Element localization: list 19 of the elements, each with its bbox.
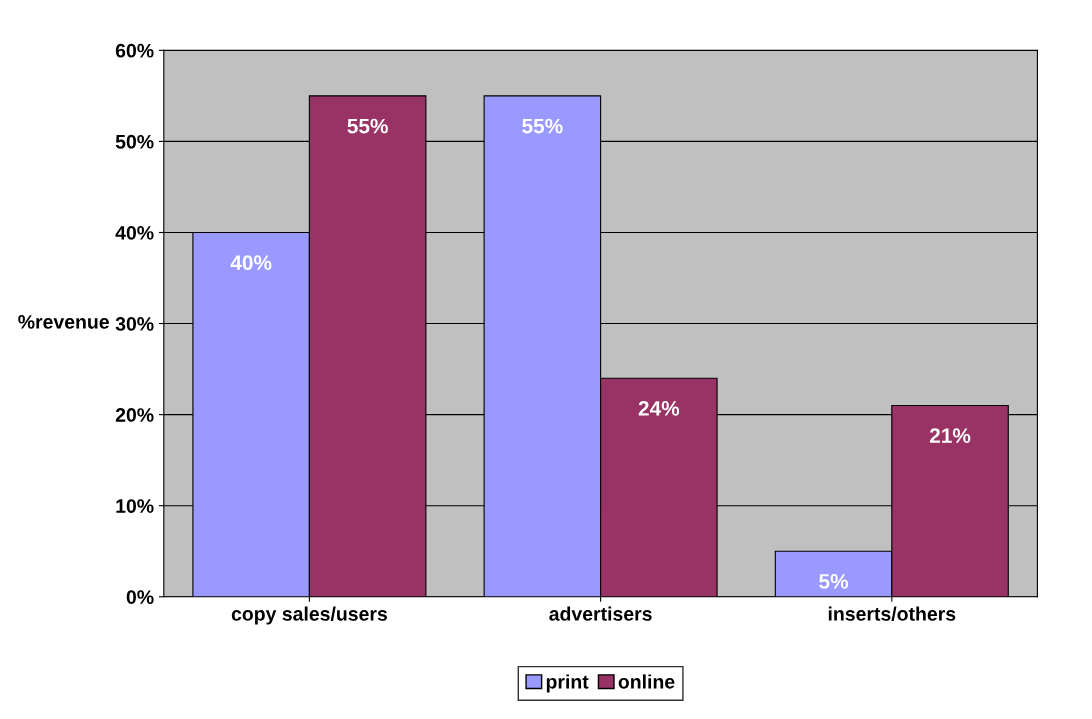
y-axis-title: %revenue — [18, 315, 109, 329]
x-tick-label: copy sales/users — [231, 606, 387, 625]
y-tick-label: 10% — [116, 499, 154, 513]
x-tick-label: inserts/others — [828, 606, 956, 621]
y-tick-label: 40% — [115, 225, 154, 240]
data-label: 55% — [522, 118, 563, 134]
y-tick-label: 20% — [115, 408, 154, 422]
legend-label: online — [618, 674, 675, 689]
y-tick-label: 50% — [115, 134, 154, 149]
data-label: 5% — [819, 574, 849, 589]
data-label: 55% — [347, 118, 388, 134]
data-label: 21% — [929, 428, 971, 444]
y-tick-label: 0% — [126, 590, 154, 605]
y-tick-label: 30% — [115, 317, 154, 331]
data-label: 40% — [230, 255, 272, 271]
legend-label: print — [546, 674, 589, 693]
x-tick-label: advertisers — [549, 606, 652, 621]
data-label: 24% — [638, 400, 680, 416]
y-tick-label: 60% — [115, 43, 154, 58]
